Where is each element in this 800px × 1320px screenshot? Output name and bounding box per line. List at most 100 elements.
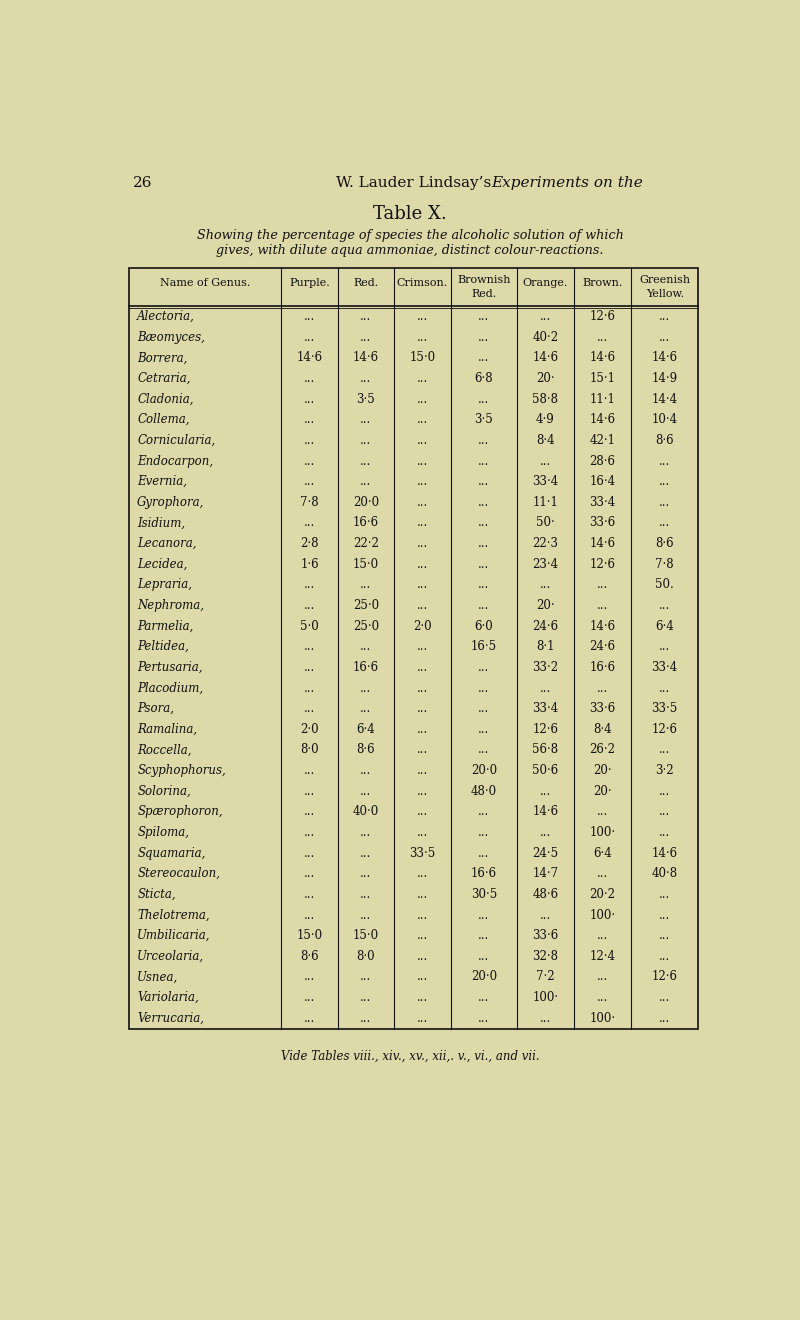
Text: ...: ...: [540, 784, 551, 797]
Text: 26: 26: [133, 176, 152, 190]
Text: 14·6: 14·6: [297, 351, 322, 364]
Text: ...: ...: [417, 784, 428, 797]
Text: 20·: 20·: [594, 764, 612, 777]
Text: ...: ...: [417, 723, 428, 735]
Text: ...: ...: [597, 991, 608, 1005]
Text: ...: ...: [360, 784, 372, 797]
Text: ...: ...: [360, 764, 372, 777]
Text: 33·4: 33·4: [590, 496, 616, 508]
Text: ...: ...: [360, 846, 372, 859]
Text: Yellow.: Yellow.: [646, 289, 684, 300]
Text: ...: ...: [417, 867, 428, 880]
Text: ...: ...: [478, 702, 490, 715]
Text: Variolaria,: Variolaria,: [138, 991, 199, 1005]
Text: ...: ...: [360, 888, 372, 900]
Text: ...: ...: [304, 702, 315, 715]
Text: 100·: 100·: [590, 826, 615, 840]
Text: Roccella,: Roccella,: [138, 743, 192, 756]
Text: ...: ...: [417, 434, 428, 447]
Text: ...: ...: [659, 475, 670, 488]
Text: ...: ...: [478, 434, 490, 447]
Text: ...: ...: [417, 640, 428, 653]
Text: ...: ...: [304, 434, 315, 447]
Text: ...: ...: [360, 434, 372, 447]
Text: 25·0: 25·0: [353, 599, 379, 612]
Text: 14·6: 14·6: [590, 351, 615, 364]
Text: Brownish: Brownish: [457, 276, 510, 285]
Text: ...: ...: [360, 991, 372, 1005]
Text: ...: ...: [304, 454, 315, 467]
Text: 6·4: 6·4: [357, 723, 375, 735]
Text: 15·0: 15·0: [297, 929, 322, 942]
Text: Squamaria,: Squamaria,: [138, 846, 206, 859]
Text: 11·1: 11·1: [590, 392, 615, 405]
Text: ...: ...: [659, 331, 670, 343]
Text: ...: ...: [478, 723, 490, 735]
Text: ...: ...: [304, 640, 315, 653]
Text: W. Lauder Lindsay’s: W. Lauder Lindsay’s: [336, 176, 497, 190]
Text: Crimson.: Crimson.: [397, 279, 448, 288]
Text: 24·6: 24·6: [532, 619, 558, 632]
Text: gives, with dilute aqua ammoniae, distinct colour-reactions.: gives, with dilute aqua ammoniae, distin…: [216, 244, 604, 257]
Text: ...: ...: [417, 970, 428, 983]
Text: ...: ...: [360, 908, 372, 921]
Text: ...: ...: [540, 454, 551, 467]
Text: 33·6: 33·6: [590, 702, 616, 715]
Text: 8·6: 8·6: [655, 434, 674, 447]
Text: ...: ...: [597, 805, 608, 818]
Text: ...: ...: [304, 846, 315, 859]
Text: 8·6: 8·6: [357, 743, 375, 756]
Text: ...: ...: [659, 743, 670, 756]
Text: Sticta,: Sticta,: [138, 888, 176, 900]
Text: 20·: 20·: [536, 372, 554, 385]
Text: Greenish: Greenish: [639, 276, 690, 285]
Text: Solorina,: Solorina,: [138, 784, 191, 797]
Text: 14·6: 14·6: [590, 413, 615, 426]
Text: ...: ...: [304, 392, 315, 405]
Text: ...: ...: [417, 929, 428, 942]
Text: Red.: Red.: [471, 289, 497, 300]
Text: ...: ...: [478, 846, 490, 859]
Text: ...: ...: [417, 557, 428, 570]
Text: ...: ...: [478, 516, 490, 529]
Text: ...: ...: [659, 950, 670, 962]
Text: ...: ...: [417, 950, 428, 962]
Text: ...: ...: [304, 475, 315, 488]
Text: Cladonia,: Cladonia,: [138, 392, 194, 405]
Text: Evernia,: Evernia,: [138, 475, 187, 488]
Text: 8·6: 8·6: [655, 537, 674, 550]
Text: 4·9: 4·9: [536, 413, 554, 426]
Text: ...: ...: [304, 599, 315, 612]
Text: 3·5: 3·5: [357, 392, 375, 405]
Text: ...: ...: [417, 413, 428, 426]
Text: Showing the percentage of species the alcoholic solution of which: Showing the percentage of species the al…: [197, 230, 623, 243]
Text: ...: ...: [597, 578, 608, 591]
Text: ...: ...: [597, 867, 608, 880]
Text: ...: ...: [360, 826, 372, 840]
Text: 16·6: 16·6: [353, 516, 379, 529]
Text: ...: ...: [360, 681, 372, 694]
Text: ...: ...: [360, 867, 372, 880]
Text: Purple.: Purple.: [289, 279, 330, 288]
Text: 7·8: 7·8: [655, 557, 674, 570]
Text: Experiments on the: Experiments on the: [491, 176, 643, 190]
Text: Endocarpon,: Endocarpon,: [138, 454, 214, 467]
Text: 12·6: 12·6: [590, 557, 615, 570]
Text: 20·: 20·: [536, 599, 554, 612]
Text: ...: ...: [417, 908, 428, 921]
Text: Urceolaria,: Urceolaria,: [138, 950, 204, 962]
Text: ...: ...: [417, 826, 428, 840]
Text: ...: ...: [478, 496, 490, 508]
Text: ...: ...: [540, 908, 551, 921]
Text: ...: ...: [417, 805, 428, 818]
Text: ...: ...: [360, 970, 372, 983]
Text: ...: ...: [360, 331, 372, 343]
Text: Lecidea,: Lecidea,: [138, 557, 187, 570]
Text: 12·6: 12·6: [652, 723, 678, 735]
Text: 15·0: 15·0: [353, 929, 379, 942]
Text: ...: ...: [478, 578, 490, 591]
Text: 2·8: 2·8: [300, 537, 318, 550]
Text: ...: ...: [478, 557, 490, 570]
Text: ...: ...: [360, 578, 372, 591]
Text: 25·0: 25·0: [353, 619, 379, 632]
